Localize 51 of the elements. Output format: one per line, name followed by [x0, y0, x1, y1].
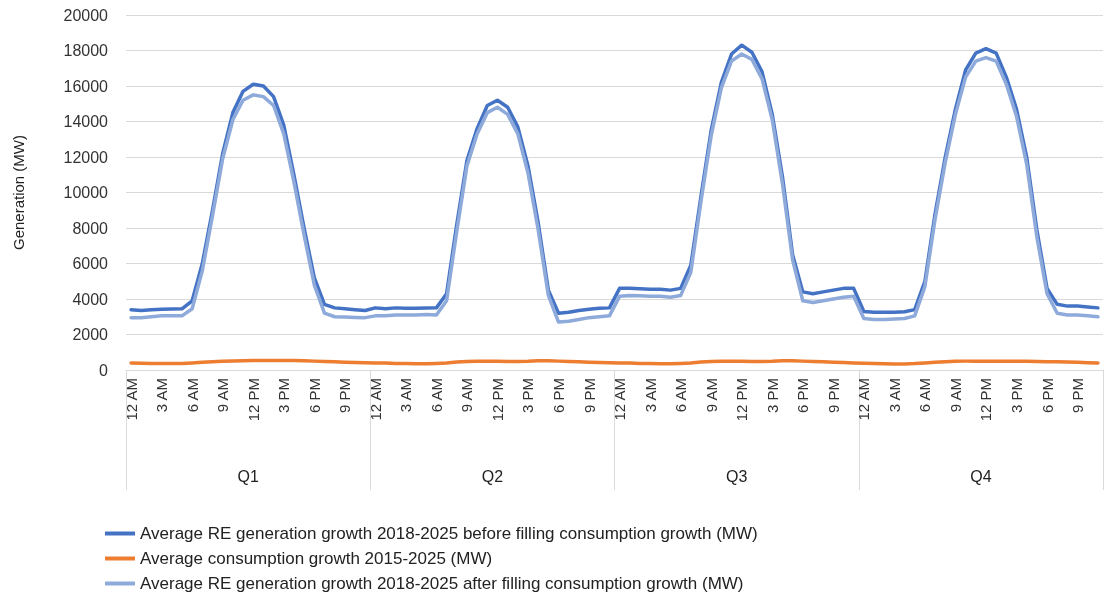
x-tick-label: 9 AM: [946, 378, 964, 413]
x-tick-label: 9 PM: [336, 378, 354, 414]
legend-label: Average RE generation growth 2018-2025 before filling consumption growth (MW): [140, 524, 758, 543]
x-tick-label: 3 PM: [275, 378, 293, 414]
x-tick-label: 6 AM: [427, 378, 445, 413]
x-tick-label: 6 AM: [916, 378, 934, 413]
y-tick-label: 4000: [72, 290, 109, 308]
y-tick-label: 16000: [63, 77, 109, 95]
x-tick-label: 3 AM: [153, 378, 171, 413]
y-tick-label: 8000: [72, 219, 109, 237]
y-tick-label: 14000: [63, 113, 109, 130]
x-tick-label: 3 PM: [763, 378, 781, 414]
x-tick-label: 12 PM: [488, 378, 506, 422]
legend-label: Average RE generation growth 2018-2025 after filling consumption growth (MW): [140, 574, 744, 593]
x-tick-label: 3 AM: [641, 378, 659, 413]
x-tick-label: 9 PM: [824, 378, 842, 414]
x-tick-label: 9 AM: [702, 378, 720, 413]
x-tick-label: 12 PM: [733, 378, 751, 422]
y-tick-label: 10000: [63, 184, 109, 201]
text: Q2: [481, 467, 504, 485]
x-tick-label: 3 PM: [519, 378, 537, 414]
x-tick-label: 12 AM: [366, 378, 384, 421]
text: Q1: [237, 467, 259, 485]
x-tick-label: 6 AM: [183, 378, 201, 413]
text: Q3: [725, 467, 748, 485]
y-tick-label: 2000: [72, 326, 109, 343]
x-tick-label: 12 AM: [122, 378, 140, 421]
x-tick-label: 3 PM: [1007, 378, 1025, 414]
legend-label: Average consumption growth 2015-2025 (MW): [140, 549, 493, 568]
x-tick-label: 3 AM: [885, 378, 903, 413]
text: Q4: [970, 467, 992, 485]
x-tick-label: 6 PM: [550, 378, 568, 414]
x-tick-label: 6 PM: [1038, 378, 1056, 414]
x-tick-label: 3 AM: [397, 378, 415, 413]
x-tick-label: 12 AM: [855, 378, 873, 421]
x-tick-label: 9 PM: [1069, 378, 1087, 414]
y-tick-label: 12000: [63, 148, 109, 166]
x-tick-label: 9 AM: [214, 378, 232, 413]
x-tick-label: 12 PM: [244, 378, 262, 422]
y-tick-label: 20000: [63, 6, 109, 24]
x-tick-label: 6 PM: [305, 378, 323, 414]
x-tick-label: 9 AM: [458, 378, 476, 413]
y-axis-title: Generation (MW): [10, 134, 27, 251]
y-tick-label: 6000: [72, 255, 109, 272]
y-tick-label: 18000: [63, 42, 109, 59]
x-tick-label: 12 AM: [611, 378, 629, 421]
y-tick-label: 0: [99, 361, 109, 379]
x-tick-label: 6 AM: [672, 378, 690, 413]
x-tick-label: 9 PM: [580, 378, 598, 414]
x-tick-label: 6 PM: [794, 378, 812, 414]
x-tick-label: 12 PM: [977, 378, 995, 422]
